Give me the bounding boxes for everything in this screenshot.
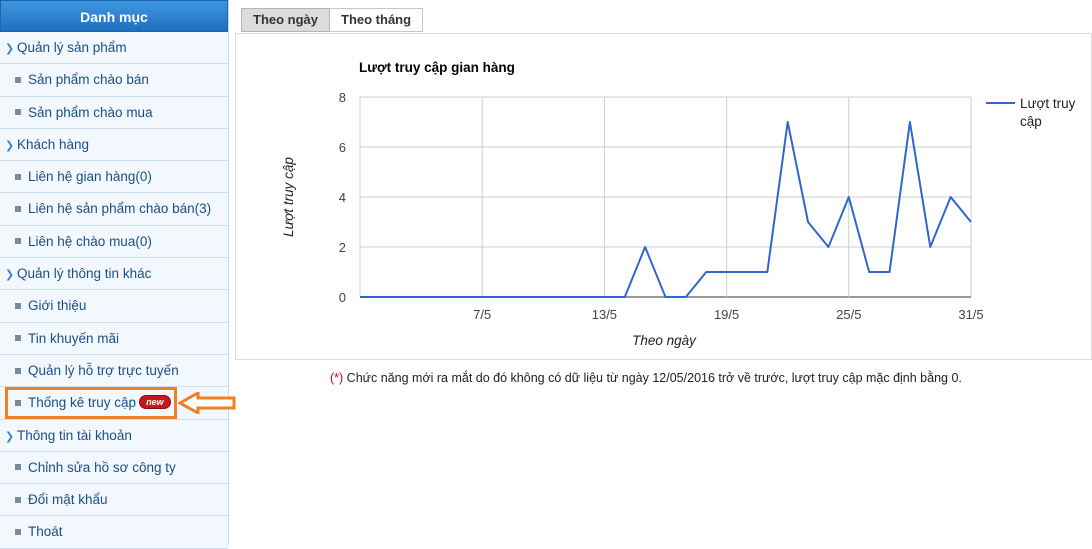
sidebar-item-label: Thoát <box>28 524 63 540</box>
tab-by-month[interactable]: Theo tháng <box>330 8 424 32</box>
bullet-square-icon <box>15 109 21 116</box>
sidebar-item-label: Quản lý sản phẩm <box>17 40 127 55</box>
sidebar-item-label: Tin khuyến mãi <box>28 330 120 346</box>
bullet-square-icon <box>15 399 21 406</box>
bullet-square-icon <box>15 529 21 536</box>
bullet-square-icon <box>15 76 21 83</box>
chevron-right-icon: ❯ <box>5 43 15 55</box>
bullet-square-icon <box>15 367 21 374</box>
new-badge: new <box>140 395 170 408</box>
sidebar-item-6[interactable]: Liên hệ chào mua(0) <box>0 225 228 259</box>
legend-label: Lượt truy cập <box>1020 96 1076 129</box>
y-tick-label: 2 <box>339 240 346 255</box>
sidebar-item-label: Sản phẩm chào bán <box>28 72 149 88</box>
x-axis-title: Theo ngày <box>632 333 697 348</box>
sidebar-item-label: Thông tin tài khoản <box>17 427 132 443</box>
sidebar-item-0[interactable]: ❯ Quản lý sản phẩm <box>0 32 228 65</box>
y-tick-label: 0 <box>339 290 346 305</box>
sidebar-item-5[interactable]: Liên hệ sản phẩm chào bán(3) <box>0 193 228 226</box>
sidebar-item-13[interactable]: Chỉnh sửa hồ sơ công ty <box>0 451 228 485</box>
sidebar-item-9[interactable]: Tin khuyến mãi <box>0 322 228 355</box>
sidebar-header: Danh mục <box>0 0 228 32</box>
sidebar-item-label: Giới thiệu <box>28 298 87 314</box>
y-tick-label: 4 <box>339 190 346 205</box>
chart-title: Lượt truy cập gian hàng <box>359 60 515 75</box>
sidebar-item-label: Liên hệ gian hàng(0) <box>28 169 152 185</box>
sidebar-item-label: Sản phẩm chào mua <box>28 104 153 120</box>
sidebar-item-label: Khách hàng <box>17 136 90 152</box>
bullet-square-icon <box>15 302 21 309</box>
x-tick-label: 13/5 <box>592 307 617 322</box>
x-tick-label: 31/5 <box>958 307 983 322</box>
sidebar-item-label: Liên hệ sản phẩm chào bán(3) <box>28 201 212 217</box>
pointer-arrow-icon <box>178 392 236 414</box>
note-text: Chức năng mới ra mắt do đó không có dữ l… <box>343 371 962 385</box>
visits-line-chart: Lượt truy cập gian hàng 0 2 4 6 8 7/5 13/5 19/5 2… <box>281 60 1076 348</box>
chevron-right-icon: ❯ <box>5 139 15 152</box>
chevron-right-icon: ❯ <box>5 430 15 443</box>
sidebar-item-15[interactable]: Thoát <box>0 516 228 549</box>
x-tick-label: 7/5 <box>473 307 491 322</box>
sidebar-item-label: Đổi mật khẩu <box>28 492 108 508</box>
sidebar-item-label: Quản lý thông tin khác <box>17 266 152 282</box>
chevron-right-icon: ❯ <box>5 269 15 282</box>
x-tick-label: 25/5 <box>836 307 861 322</box>
sidebar-item-label: Liên hệ chào mua(0) <box>28 233 152 249</box>
sidebar-item-3[interactable]: ❯ Khách hàng <box>0 128 228 162</box>
info-note: (*) Chức năng mới ra mắt do đó không có … <box>330 371 962 385</box>
y-tick-label: 8 <box>339 90 346 105</box>
sidebar-item-label: Thống kê truy cập <box>28 395 137 411</box>
sidebar-menu: ❯ Quản lý sản phẩm Sản phẩm chào bán Sản ph… <box>0 32 228 549</box>
sidebar: Danh mục ❯ Quản lý sản phẩm Sản phẩm chào … <box>0 0 229 549</box>
series-line <box>360 121 972 298</box>
sidebar-item-12[interactable]: ❯ Thông tin tài khoản <box>0 419 228 452</box>
bullet-square-icon <box>15 173 21 180</box>
sidebar-item-4[interactable]: Liên hệ gian hàng(0) <box>0 161 228 194</box>
sidebar-item-8[interactable]: Giới thiệu <box>0 290 228 323</box>
sidebar-item-label: Chỉnh sửa hồ sơ công ty <box>28 459 176 475</box>
y-axis-title: Lượt truy cập <box>281 157 296 237</box>
bullet-square-icon <box>15 206 21 213</box>
bullet-square-icon <box>15 496 21 503</box>
bullet-square-icon <box>15 238 21 245</box>
bullet-square-icon <box>15 464 21 471</box>
sidebar-item-1[interactable]: Sản phẩm chào bán <box>0 64 228 97</box>
view-tabs: Theo ngày Theo tháng <box>241 8 424 32</box>
sidebar-item-7[interactable]: ❯ Quản lý thông tin khác <box>0 258 228 291</box>
y-tick-label: 6 <box>339 140 346 155</box>
tab-by-day[interactable]: Theo ngày <box>241 8 331 32</box>
bullet-square-icon <box>15 335 21 342</box>
sidebar-item-2[interactable]: Sản phẩm chào mua <box>0 96 228 129</box>
sidebar-item-10[interactable]: Quản lý hỗ trợ trực tuyến <box>0 354 228 388</box>
note-asterisk: (*) <box>330 371 344 385</box>
x-tick-label: 19/5 <box>714 307 739 322</box>
sidebar-item-label: Quản lý hỗ trợ trực tuyến <box>28 362 179 378</box>
sidebar-item-14[interactable]: Đổi mật khẩu <box>0 484 228 517</box>
chart-panel: Lượt truy cập gian hàng 0 2 4 6 8 7/5 13/5 19/5 2… <box>235 33 1092 360</box>
